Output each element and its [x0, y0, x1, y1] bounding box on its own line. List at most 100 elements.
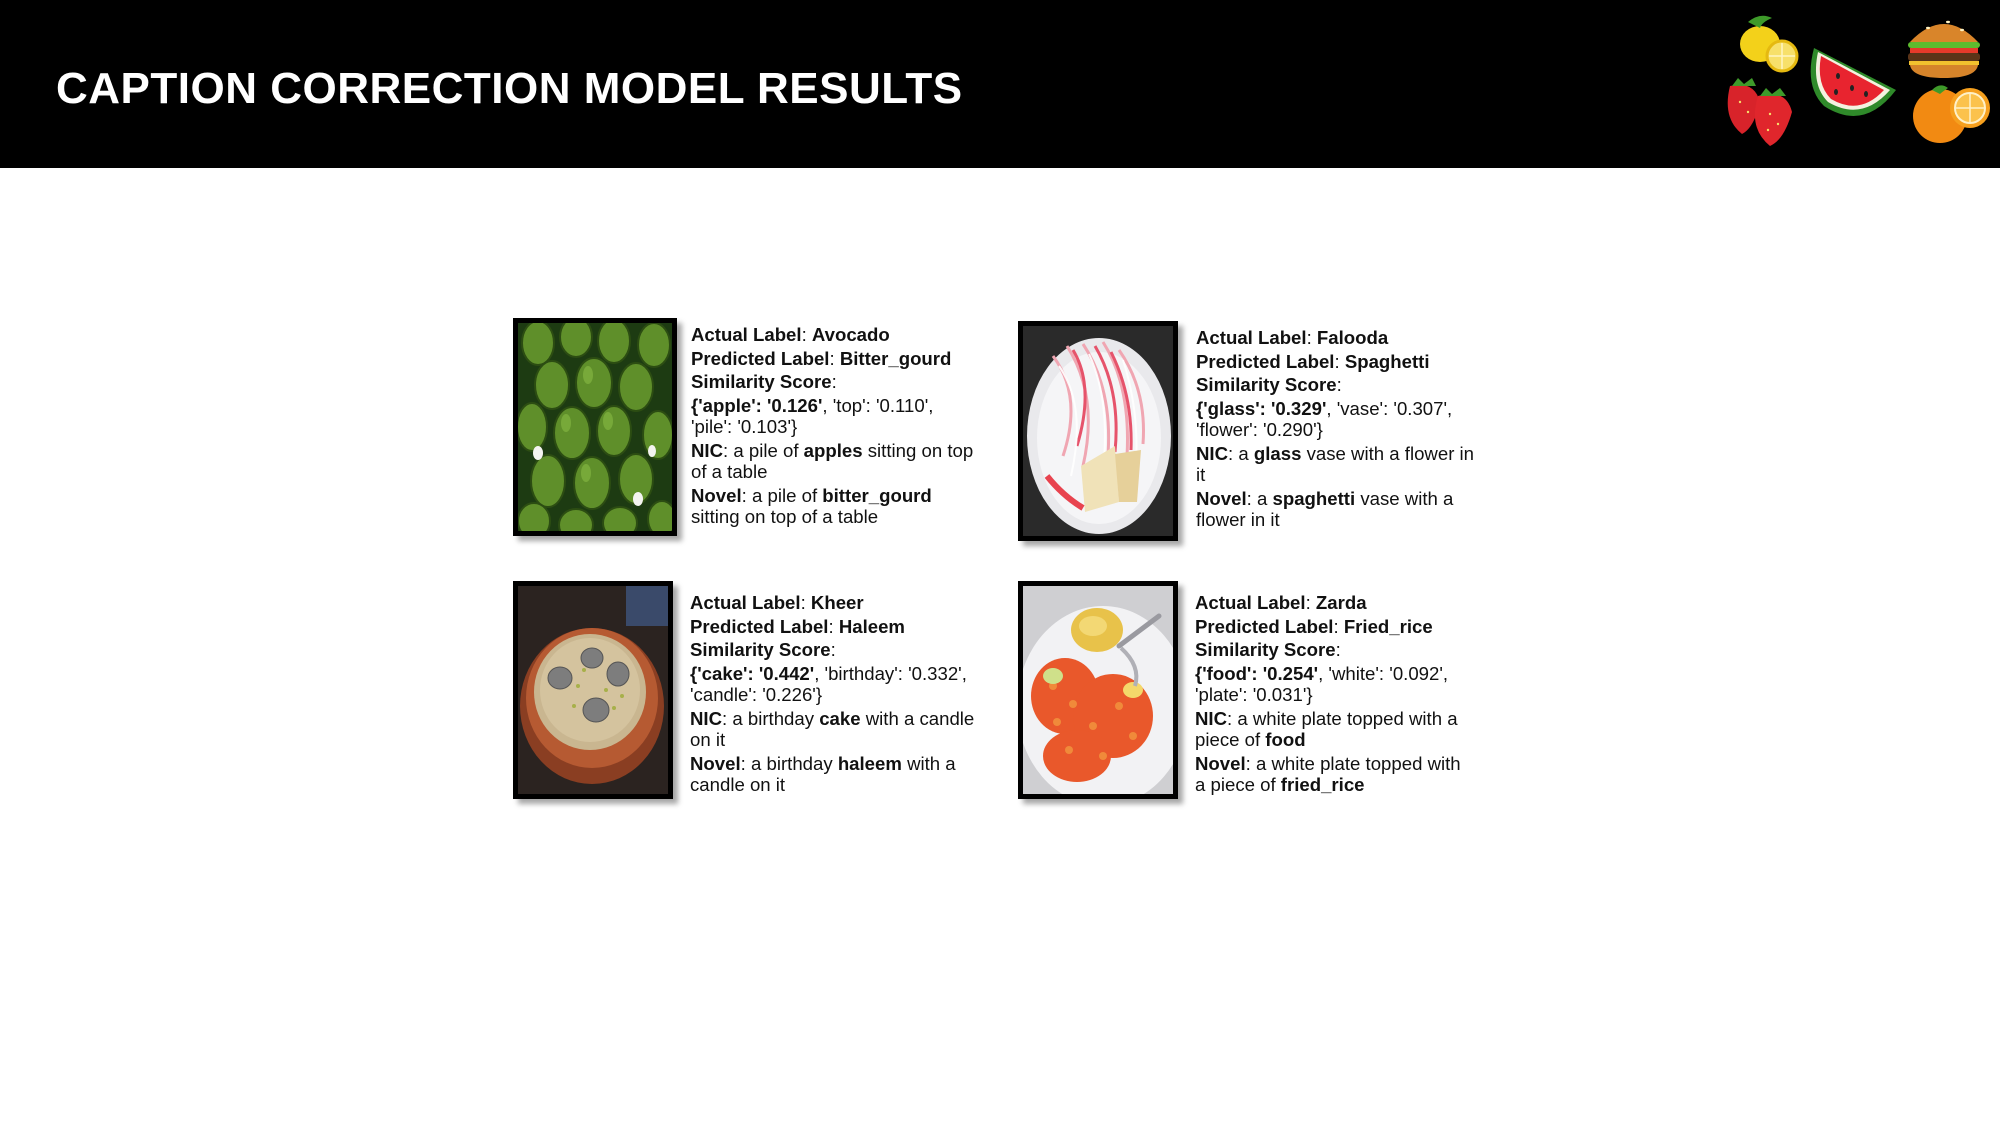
separator: : [831, 371, 837, 392]
actual-label-value: Kheer [810, 592, 864, 613]
nic-caption: a birthday [732, 707, 820, 729]
novel-caption: a [1256, 487, 1273, 509]
separator: : [1334, 350, 1345, 372]
novel-caption: a white plate topped with [1255, 752, 1461, 774]
nic-keyword: apples [803, 439, 863, 461]
novel-heading: Novel [691, 484, 742, 506]
similarity-score-heading: Similarity Score [691, 371, 832, 392]
nic-caption: a [1238, 442, 1254, 464]
nic-keyword: glass [1253, 442, 1302, 464]
separator: : [723, 439, 734, 461]
actual-label-heading: Actual Label [1195, 592, 1306, 613]
kheer-photo [513, 581, 673, 799]
strawberry-icon [1727, 78, 1792, 146]
separator: : [1335, 639, 1341, 660]
top-score: 'food': '0.254' [1202, 662, 1319, 684]
slide-title: CAPTION CORRECTION MODEL RESULTS [56, 64, 963, 113]
separator: : [1246, 487, 1257, 509]
novel-heading: Novel [1196, 487, 1247, 509]
orange-icon [1913, 85, 1990, 143]
novel-heading: Novel [690, 752, 741, 774]
zarda-photo [1018, 581, 1178, 799]
separator: : [1336, 374, 1342, 395]
nic-caption: with a candle [860, 707, 975, 729]
other-scores: , 'birthday': '0.332', [814, 662, 967, 684]
predicted-label-heading: Predicted Label [1196, 350, 1335, 372]
separator: : [1228, 442, 1239, 464]
nic-caption: a white plate topped with a [1237, 707, 1458, 729]
similarity-scores: {'glass': '0.329', 'vase': '0.307', [1196, 397, 1453, 419]
nic-heading: NIC [691, 439, 724, 461]
burger-icon [1908, 20, 1980, 78]
separator: : [829, 347, 840, 369]
nic-keyword: food [1265, 729, 1306, 750]
predicted-label-value: Bitter_gourd [839, 347, 952, 369]
nic-caption: piece of [1195, 729, 1266, 750]
other-scores: , 'vase': '0.307', [1326, 397, 1453, 419]
predicted-label-heading: Predicted Label [690, 615, 829, 637]
predicted-label-value: Haleem [838, 615, 905, 637]
novel-caption: with a [901, 752, 956, 774]
top-score: 'glass': '0.329' [1203, 397, 1327, 419]
novel-heading: Novel [1195, 752, 1246, 774]
predicted-label-value: Spaghetti [1344, 350, 1430, 372]
top-score: 'apple': '0.126' [698, 394, 823, 416]
top-score: 'cake': '0.442' [697, 662, 815, 684]
novel-caption: a birthday [750, 752, 838, 774]
actual-label-value: Falooda [1316, 327, 1389, 348]
separator: : [828, 615, 839, 637]
separator: : [1333, 615, 1344, 637]
nic-heading: NIC [1196, 442, 1229, 464]
nic-caption: sitting on top [862, 439, 974, 461]
nic-caption: on it [690, 729, 726, 750]
novel-caption: candle on it [690, 774, 786, 795]
separator: : [1305, 592, 1316, 613]
predicted-label-heading: Predicted Label [691, 347, 830, 369]
avocado-photo [513, 318, 677, 536]
other-scores: , 'white': '0.092', [1318, 662, 1449, 684]
title-banner: CAPTION CORRECTION MODEL RESULTS [0, 0, 2000, 168]
other-scores: 'plate': '0.031'} [1195, 684, 1313, 705]
similarity-score-heading: Similarity Score [690, 639, 831, 660]
nic-caption: vase with a flower in [1301, 442, 1475, 464]
separator: : [741, 484, 752, 506]
other-scores: 'flower': '0.290'} [1196, 419, 1323, 440]
nic-caption: a pile of [733, 439, 804, 461]
similarity-scores: {'apple': '0.126', 'top': '0.110', [691, 394, 934, 416]
actual-label-value: Avocado [811, 324, 890, 345]
predicted-label-heading: Predicted Label [1195, 615, 1334, 637]
similarity-score-heading: Similarity Score [1195, 639, 1336, 660]
novel-caption: vase with a [1355, 487, 1454, 509]
other-scores: 'pile': '0.103'} [691, 416, 798, 437]
actual-label-heading: Actual Label [1196, 327, 1307, 348]
separator: : [1227, 707, 1238, 729]
nic-heading: NIC [1195, 707, 1228, 729]
separator: : [1306, 327, 1317, 348]
similarity-scores: {'food': '0.254', 'white': '0.092', [1195, 662, 1449, 684]
result-caption: Actual Label: Zarda Predicted Label: Fri… [1195, 592, 1461, 796]
nic-caption: it [1196, 464, 1206, 485]
separator: : [722, 707, 733, 729]
nic-heading: NIC [690, 707, 723, 729]
other-scores: 'candle': '0.226'} [690, 684, 823, 705]
separator: : [800, 592, 811, 613]
separator: : [740, 752, 751, 774]
novel-keyword: spaghetti [1272, 487, 1356, 509]
falooda-photo [1018, 321, 1178, 541]
separator: : [1245, 752, 1256, 774]
result-caption: Actual Label: Kheer Predicted Label: Hal… [690, 592, 974, 796]
novel-caption: a pile of [751, 484, 823, 506]
novel-keyword: haleem [837, 752, 902, 774]
actual-label-value: Zarda [1315, 592, 1367, 613]
separator: : [830, 639, 836, 660]
other-scores: , 'top': '0.110', [822, 394, 934, 416]
novel-caption: a piece of [1195, 774, 1281, 795]
novel-caption: sitting on top of a table [691, 506, 879, 527]
predicted-label-value: Fried_rice [1343, 615, 1433, 637]
watermelon-icon [1810, 48, 1896, 116]
nic-caption: of a table [691, 461, 768, 482]
fruit-food-illustration [1727, 15, 1990, 146]
lemon-icon [1740, 15, 1799, 73]
separator: : [801, 324, 812, 345]
similarity-score-heading: Similarity Score [1196, 374, 1337, 395]
